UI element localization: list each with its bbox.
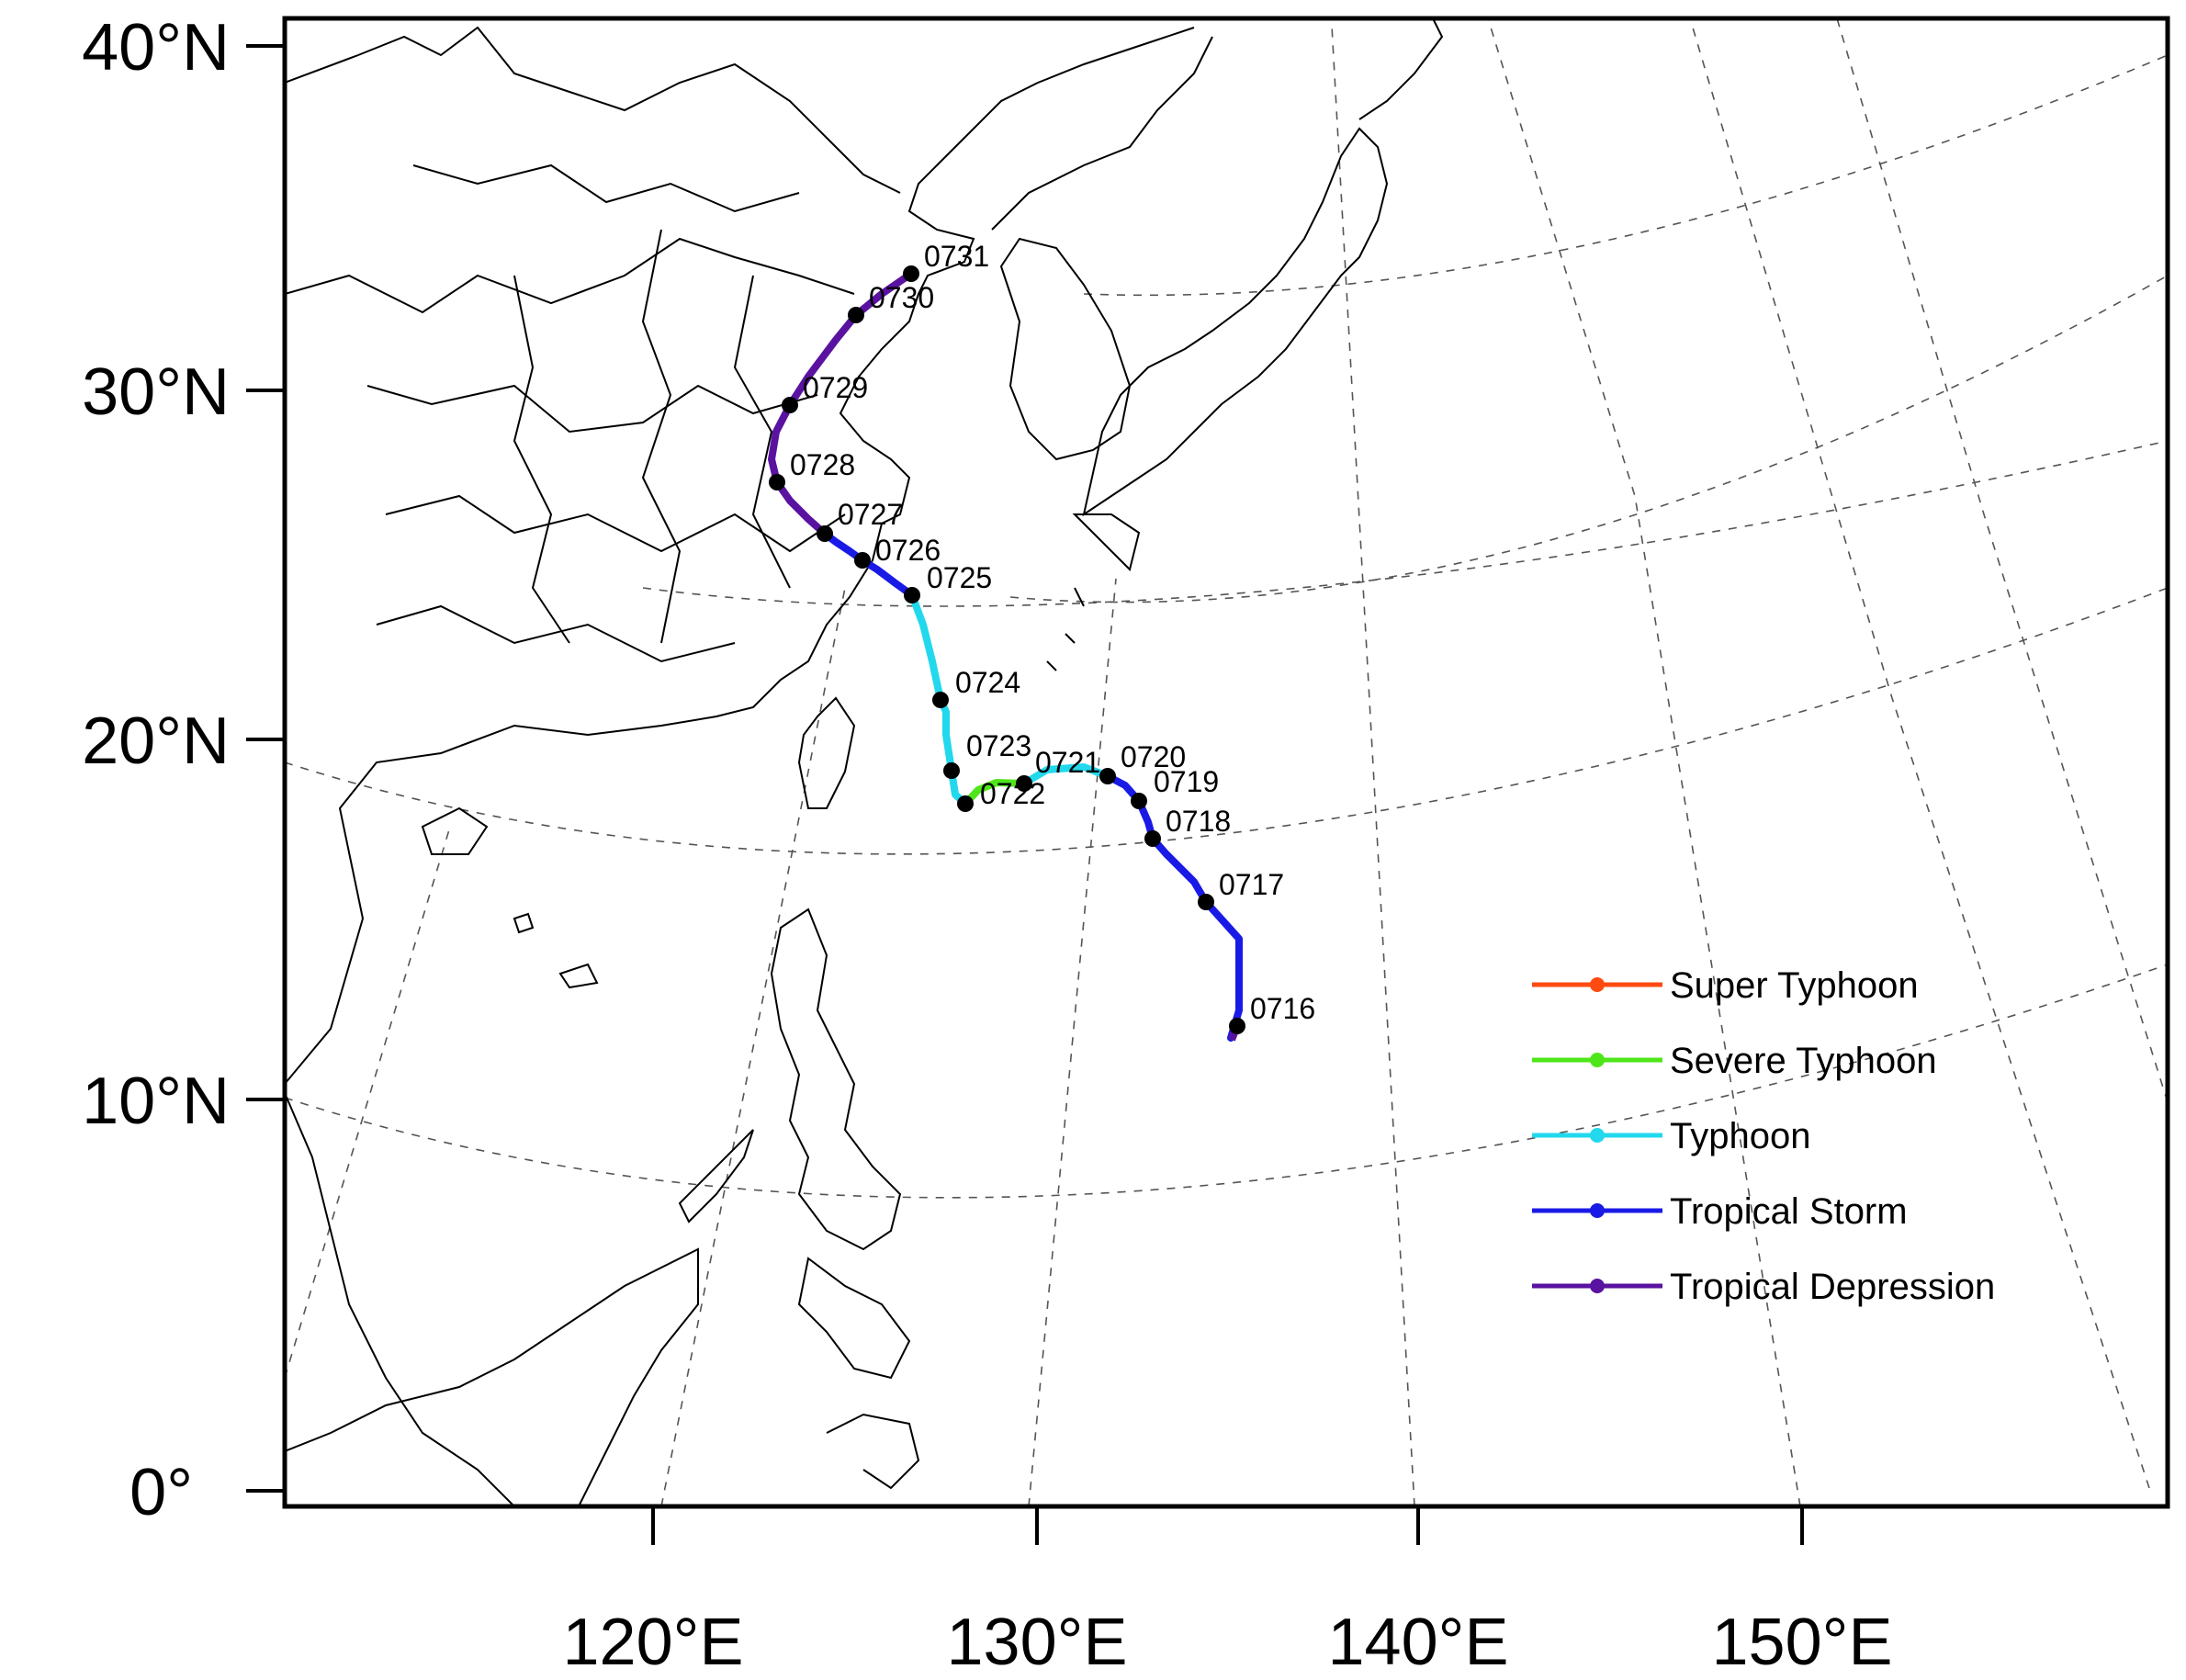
x-tick-label: 150°E	[1712, 1606, 1893, 1679]
track-point	[1198, 894, 1214, 910]
track-segment	[768, 401, 794, 486]
y-tick-label: 30°N	[82, 355, 230, 429]
legend-label: Super Typhoon	[1670, 965, 1919, 1006]
legend: Super Typhoon Severe Typhoon Typhoon Tropic…	[1532, 965, 1995, 1307]
track-point-label: 0723	[966, 729, 1031, 762]
track-point	[903, 265, 919, 282]
x-axis: 120°E 130°E 140°E 150°E	[563, 1506, 1893, 1679]
track-point-label: 0725	[927, 561, 992, 594]
track-point-label: 0731	[924, 240, 989, 273]
track-point-label: 0726	[875, 534, 941, 567]
track-point	[943, 762, 960, 779]
track-point	[848, 307, 864, 323]
track-point	[1229, 1018, 1245, 1034]
track-point-label: 0720	[1121, 740, 1186, 773]
track-point	[1016, 775, 1032, 792]
track-point-label: 0730	[869, 281, 934, 314]
y-tick-label: 10°N	[82, 1065, 230, 1138]
track-point	[932, 692, 949, 708]
track-point-label: 0718	[1166, 805, 1231, 838]
coastlines	[285, 18, 1444, 1506]
track-point	[769, 474, 785, 490]
track-point	[1099, 768, 1116, 784]
legend-swatch-dot	[1590, 1279, 1605, 1293]
legend-swatch-dot	[1590, 1053, 1605, 1067]
track-point	[1144, 830, 1161, 847]
legend-label: Tropical Storm	[1670, 1191, 1908, 1232]
legend-swatch-dot	[1590, 1128, 1605, 1143]
map-frame	[282, 16, 2170, 1509]
track-point-label: 0721	[1035, 746, 1100, 779]
track-point-label: 0722	[980, 777, 1045, 810]
track-point-label: 0729	[803, 371, 868, 404]
track-segment	[962, 779, 1028, 807]
track-point-label: 0716	[1250, 992, 1315, 1025]
legend-swatch-dot	[1590, 977, 1605, 992]
track-segment	[786, 311, 860, 409]
legend-swatch-dot	[1590, 1203, 1605, 1218]
y-axis: 40°N 30°N 20°N 10°N 0°	[82, 11, 285, 1529]
track-segment	[859, 557, 916, 599]
track-point	[904, 587, 920, 603]
track-segment	[773, 479, 828, 537]
track-point-label: 0727	[838, 498, 903, 531]
y-tick-label: 0°	[130, 1456, 193, 1529]
x-tick-label: 130°E	[947, 1606, 1128, 1679]
track-segment	[1020, 763, 1111, 787]
legend-label: Severe Typhoon	[1670, 1041, 1937, 1081]
track-point	[957, 795, 974, 812]
track-point-label: 0728	[790, 448, 855, 481]
track-point	[817, 525, 833, 542]
track-point-label: 0717	[1219, 868, 1284, 901]
y-tick-label: 40°N	[82, 11, 230, 85]
track-segment	[937, 696, 955, 774]
track-point	[1131, 793, 1147, 809]
track-segment	[1202, 898, 1243, 1042]
graticule	[285, 18, 2168, 1506]
track-point-label: 0719	[1154, 765, 1219, 798]
track-segment	[908, 592, 944, 704]
x-tick-label: 140°E	[1328, 1606, 1509, 1679]
track-segment	[1149, 835, 1210, 906]
x-tick-label: 120°E	[563, 1606, 744, 1679]
legend-label: Typhoon	[1670, 1116, 1810, 1156]
track-point	[854, 552, 871, 569]
legend-label: Tropical Depression	[1670, 1267, 1995, 1307]
track-point-label: 0724	[955, 666, 1020, 699]
y-tick-label: 20°N	[82, 705, 230, 778]
track-segment	[852, 270, 915, 319]
track-point	[782, 397, 798, 413]
